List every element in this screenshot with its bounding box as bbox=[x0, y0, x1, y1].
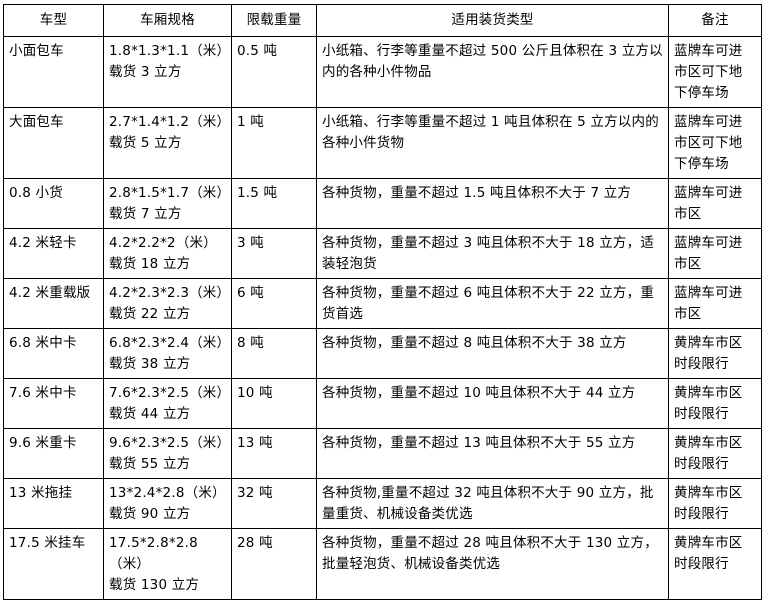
spec-dimensions: 4.2*2.2*2（米） bbox=[109, 235, 217, 251]
cell-cargo: 各种货物，重量不超过 1.5 吨且体积不大于 7 立方 bbox=[316, 178, 669, 229]
cell-remark: 蓝牌车可进市区 bbox=[668, 278, 762, 329]
column-header-cargo: 适用装货类型 bbox=[316, 4, 669, 37]
table-row: 0.8 小货 2.8*1.5*1.7（米） 载货 7 立方 1.5 吨 各种货物… bbox=[3, 178, 762, 229]
spec-dimensions: 6.8*2.3*2.4（米） bbox=[109, 335, 231, 351]
table-row: 大面包车 2.7*1.4*1.2（米） 载货 5 立方 1 吨 小纸箱、行李等重… bbox=[3, 107, 762, 179]
cell-cargo: 小纸箱、行李等重量不超过 1 吨且体积在 5 立方以内的各种小件货物 bbox=[316, 107, 669, 179]
table-sheet: 车型 车厢规格 限载重量 适用装货类型 备注 小面包车 1.8*1.3*1.1（… bbox=[0, 4, 766, 600]
cell-cargo: 小纸箱、行李等重量不超过 500 公斤且体积在 3 立方以内的各种小件物品 bbox=[316, 36, 669, 108]
spec-dimensions: 2.7*1.4*1.2（米） bbox=[109, 114, 231, 130]
cell-remark: 蓝牌车可进市区 bbox=[668, 228, 762, 279]
cell-remark: 黄牌车市区时段限行 bbox=[668, 478, 762, 529]
table-row: 6.8 米中卡 6.8*2.3*2.4（米） 载货 38 立方 8 吨 各种货物… bbox=[3, 328, 762, 379]
cell-remark: 蓝牌车可进市区可下地下停车场 bbox=[668, 107, 762, 179]
spec-dimensions: 13*2.4*2.8（米） bbox=[109, 485, 226, 501]
table-row: 小面包车 1.8*1.3*1.1（米） 载货 3 立方 0.5 吨 小纸箱、行李… bbox=[3, 36, 762, 108]
cell-model: 9.6 米重卡 bbox=[3, 428, 104, 479]
cell-load: 1 吨 bbox=[231, 107, 317, 179]
spec-volume: 载货 3 立方 bbox=[109, 64, 182, 80]
cell-cargo: 各种货物,重量不超过 32 吨且体积不大于 90 立方，批量重货、机械设备类优选 bbox=[316, 478, 669, 529]
cell-cargo: 各种货物，重量不超过 28 吨且体积不大于 130 立方，批量轻泡货、机械设备类… bbox=[316, 528, 669, 600]
spec-dimensions: 2.8*1.5*1.7（米） bbox=[109, 185, 231, 201]
cell-remark: 黄牌车市区时段限行 bbox=[668, 328, 762, 379]
column-header-load: 限载重量 bbox=[231, 4, 317, 37]
cell-load: 10 吨 bbox=[231, 378, 317, 429]
spec-volume: 载货 90 立方 bbox=[109, 506, 191, 522]
cell-model: 0.8 小货 bbox=[3, 178, 104, 229]
cell-spec: 17.5*2.8*2.8（米） 载货 130 立方 bbox=[103, 528, 232, 600]
spec-dimensions: 1.8*1.3*1.1（米） bbox=[109, 43, 231, 59]
spec-volume: 载货 130 立方 bbox=[109, 577, 200, 593]
cell-remark: 黄牌车市区时段限行 bbox=[668, 378, 762, 429]
cell-cargo: 各种货物，重量不超过 10 吨且体积不大于 44 立方 bbox=[316, 378, 669, 429]
cell-load: 0.5 吨 bbox=[231, 36, 317, 108]
cell-remark: 蓝牌车可进市区 bbox=[668, 178, 762, 229]
cell-remark: 黄牌车市区时段限行 bbox=[668, 428, 762, 479]
cell-load: 6 吨 bbox=[231, 278, 317, 329]
table-header-row: 车型 车厢规格 限载重量 适用装货类型 备注 bbox=[3, 4, 762, 37]
column-header-remark: 备注 bbox=[668, 4, 762, 37]
spec-dimensions: 4.2*2.3*2.3（米） bbox=[109, 285, 231, 301]
spec-dimensions: 9.6*2.3*2.5（米） bbox=[109, 435, 231, 451]
spec-volume: 载货 7 立方 bbox=[109, 206, 182, 222]
table-body: 小面包车 1.8*1.3*1.1（米） 载货 3 立方 0.5 吨 小纸箱、行李… bbox=[3, 36, 762, 600]
spec-volume: 载货 44 立方 bbox=[109, 406, 191, 422]
spec-volume: 载货 18 立方 bbox=[109, 256, 191, 272]
cell-cargo: 各种货物，重量不超过 3 吨且体积不大于 18 立方，适装轻泡货 bbox=[316, 228, 669, 279]
cell-model: 4.2 米重载版 bbox=[3, 278, 104, 329]
cell-model: 7.6 米中卡 bbox=[3, 378, 104, 429]
cell-spec: 9.6*2.3*2.5（米） 载货 55 立方 bbox=[103, 428, 232, 479]
table-row: 7.6 米中卡 7.6*2.3*2.5（米） 载货 44 立方 10 吨 各种货… bbox=[3, 378, 762, 429]
cell-model: 6.8 米中卡 bbox=[3, 328, 104, 379]
column-header-spec: 车厢规格 bbox=[103, 4, 232, 37]
cell-load: 13 吨 bbox=[231, 428, 317, 479]
table-row: 17.5 米挂车 17.5*2.8*2.8（米） 载货 130 立方 28 吨 … bbox=[3, 528, 762, 600]
cell-spec: 2.8*1.5*1.7（米） 载货 7 立方 bbox=[103, 178, 232, 229]
vehicle-spec-table: 车型 车厢规格 限载重量 适用装货类型 备注 小面包车 1.8*1.3*1.1（… bbox=[3, 4, 762, 600]
cell-remark: 黄牌车市区时段限行 bbox=[668, 528, 762, 600]
cell-cargo: 各种货物，重量不超过 8 吨且体积不大于 38 立方 bbox=[316, 328, 669, 379]
cell-remark: 蓝牌车可进市区可下地下停车场 bbox=[668, 36, 762, 108]
cell-load: 3 吨 bbox=[231, 228, 317, 279]
table-row: 13 米拖挂 13*2.4*2.8（米） 载货 90 立方 32 吨 各种货物,… bbox=[3, 478, 762, 529]
spec-volume: 载货 5 立方 bbox=[109, 135, 182, 151]
cell-model: 大面包车 bbox=[3, 107, 104, 179]
cell-model: 4.2 米轻卡 bbox=[3, 228, 104, 279]
spec-volume: 载货 55 立方 bbox=[109, 456, 191, 472]
cell-cargo: 各种货物，重量不超过 6 吨且体积不大于 22 立方，重货首选 bbox=[316, 278, 669, 329]
cell-model: 17.5 米挂车 bbox=[3, 528, 104, 600]
cell-model: 小面包车 bbox=[3, 36, 104, 108]
cell-cargo: 各种货物，重量不超过 13 吨且体积不大于 55 立方 bbox=[316, 428, 669, 479]
cell-load: 32 吨 bbox=[231, 478, 317, 529]
table-row: 9.6 米重卡 9.6*2.3*2.5（米） 载货 55 立方 13 吨 各种货… bbox=[3, 428, 762, 479]
cell-spec: 1.8*1.3*1.1（米） 载货 3 立方 bbox=[103, 36, 232, 108]
column-header-model: 车型 bbox=[3, 4, 104, 37]
cell-spec: 7.6*2.3*2.5（米） 载货 44 立方 bbox=[103, 378, 232, 429]
cell-load: 1.5 吨 bbox=[231, 178, 317, 229]
cell-load: 28 吨 bbox=[231, 528, 317, 600]
cell-load: 8 吨 bbox=[231, 328, 317, 379]
cell-spec: 6.8*2.3*2.4（米） 载货 38 立方 bbox=[103, 328, 232, 379]
spec-volume: 载货 22 立方 bbox=[109, 306, 191, 322]
cell-spec: 4.2*2.2*2（米） 载货 18 立方 bbox=[103, 228, 232, 279]
cell-model: 13 米拖挂 bbox=[3, 478, 104, 529]
table-row: 4.2 米轻卡 4.2*2.2*2（米） 载货 18 立方 3 吨 各种货物，重… bbox=[3, 228, 762, 279]
spec-volume: 载货 38 立方 bbox=[109, 356, 191, 372]
table-row: 4.2 米重载版 4.2*2.3*2.3（米） 载货 22 立方 6 吨 各种货… bbox=[3, 278, 762, 329]
cell-spec: 4.2*2.3*2.3（米） 载货 22 立方 bbox=[103, 278, 232, 329]
spec-dimensions: 7.6*2.3*2.5（米） bbox=[109, 385, 231, 401]
cell-spec: 13*2.4*2.8（米） 载货 90 立方 bbox=[103, 478, 232, 529]
cell-spec: 2.7*1.4*1.2（米） 载货 5 立方 bbox=[103, 107, 232, 179]
spec-dimensions: 17.5*2.8*2.8（米） bbox=[109, 535, 198, 572]
